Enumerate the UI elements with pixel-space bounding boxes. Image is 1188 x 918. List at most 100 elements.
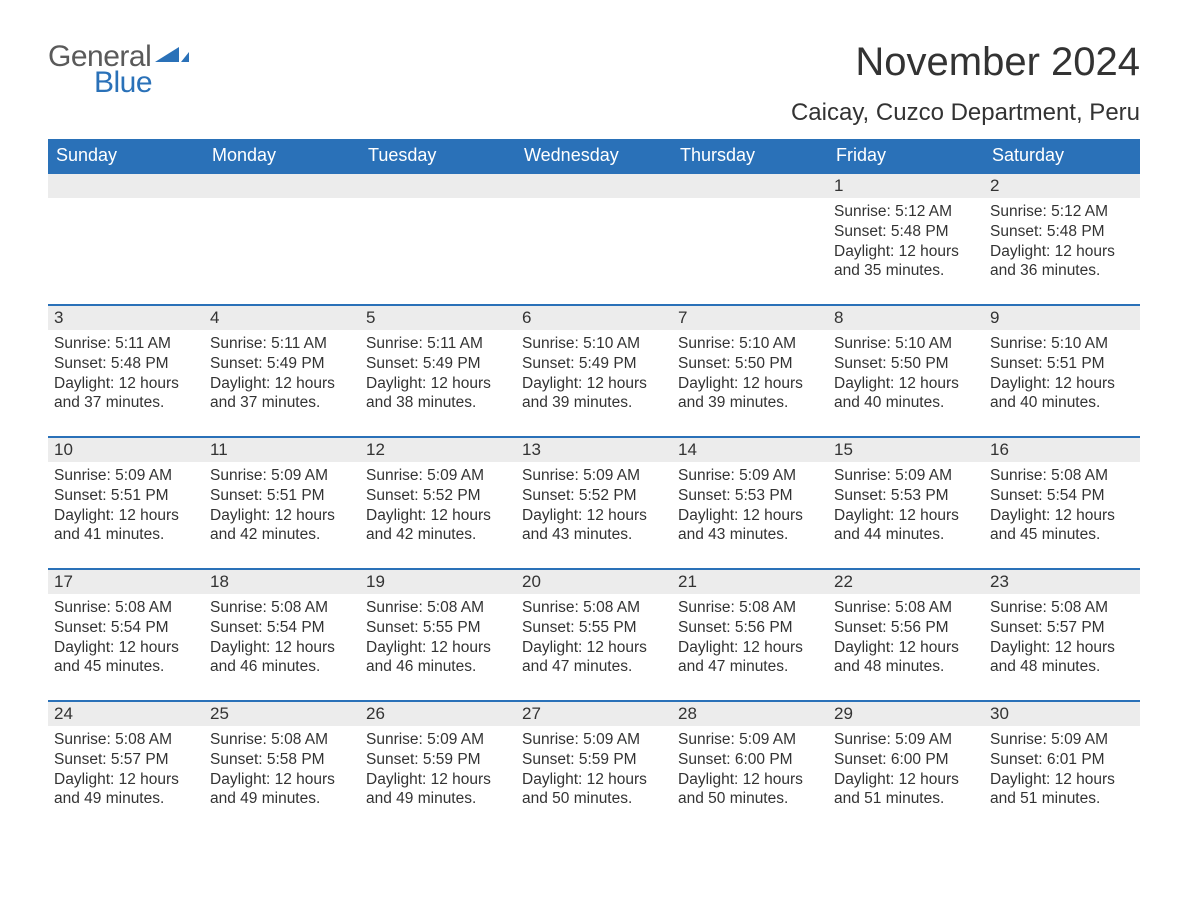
logo-flag-icon	[155, 44, 189, 71]
calendar-day-cell: 1Sunrise: 5:12 AMSunset: 5:48 PMDaylight…	[828, 173, 984, 305]
day-number: 12	[360, 438, 516, 462]
day-details: Sunrise: 5:10 AMSunset: 5:50 PMDaylight:…	[672, 330, 828, 419]
day-number: 23	[984, 570, 1140, 594]
calendar-body: 1Sunrise: 5:12 AMSunset: 5:48 PMDaylight…	[48, 173, 1140, 833]
location-subtitle: Caicay, Cuzco Department, Peru	[791, 99, 1140, 127]
calendar-day-cell: 11Sunrise: 5:09 AMSunset: 5:51 PMDayligh…	[204, 437, 360, 569]
day-details: Sunrise: 5:08 AMSunset: 5:58 PMDaylight:…	[204, 726, 360, 815]
day-details: Sunrise: 5:08 AMSunset: 5:54 PMDaylight:…	[204, 594, 360, 683]
calendar-table: SundayMondayTuesdayWednesdayThursdayFrid…	[48, 139, 1140, 833]
calendar-empty-cell	[672, 173, 828, 305]
calendar-week-row: 3Sunrise: 5:11 AMSunset: 5:48 PMDaylight…	[48, 305, 1140, 437]
day-number: 28	[672, 702, 828, 726]
weekday-header: Monday	[204, 139, 360, 173]
title-block: November 2024 Caicay, Cuzco Department, …	[791, 40, 1140, 127]
day-details: Sunrise: 5:10 AMSunset: 5:51 PMDaylight:…	[984, 330, 1140, 419]
weekday-header: Sunday	[48, 139, 204, 173]
day-details: Sunrise: 5:12 AMSunset: 5:48 PMDaylight:…	[984, 198, 1140, 287]
calendar-week-row: 1Sunrise: 5:12 AMSunset: 5:48 PMDaylight…	[48, 173, 1140, 305]
calendar-day-cell: 25Sunrise: 5:08 AMSunset: 5:58 PMDayligh…	[204, 701, 360, 833]
day-details: Sunrise: 5:11 AMSunset: 5:48 PMDaylight:…	[48, 330, 204, 419]
day-number: 11	[204, 438, 360, 462]
calendar-empty-cell	[48, 173, 204, 305]
day-number: 30	[984, 702, 1140, 726]
calendar-day-cell: 13Sunrise: 5:09 AMSunset: 5:52 PMDayligh…	[516, 437, 672, 569]
header: General Blue November 2024 Caicay, Cuzco…	[48, 40, 1140, 127]
day-number: 17	[48, 570, 204, 594]
day-details: Sunrise: 5:08 AMSunset: 5:54 PMDaylight:…	[48, 594, 204, 683]
day-number: 24	[48, 702, 204, 726]
weekday-header: Friday	[828, 139, 984, 173]
weekday-header: Thursday	[672, 139, 828, 173]
day-number: 10	[48, 438, 204, 462]
calendar-day-cell: 14Sunrise: 5:09 AMSunset: 5:53 PMDayligh…	[672, 437, 828, 569]
day-number: 1	[828, 174, 984, 198]
day-details: Sunrise: 5:10 AMSunset: 5:50 PMDaylight:…	[828, 330, 984, 419]
day-details: Sunrise: 5:09 AMSunset: 5:53 PMDaylight:…	[828, 462, 984, 551]
day-details: Sunrise: 5:10 AMSunset: 5:49 PMDaylight:…	[516, 330, 672, 419]
calendar-day-cell: 10Sunrise: 5:09 AMSunset: 5:51 PMDayligh…	[48, 437, 204, 569]
day-number: 4	[204, 306, 360, 330]
day-number: 27	[516, 702, 672, 726]
day-details: Sunrise: 5:09 AMSunset: 6:00 PMDaylight:…	[672, 726, 828, 815]
calendar-empty-cell	[516, 173, 672, 305]
calendar-week-row: 24Sunrise: 5:08 AMSunset: 5:57 PMDayligh…	[48, 701, 1140, 833]
calendar-empty-cell	[360, 173, 516, 305]
day-number: 5	[360, 306, 516, 330]
weekday-header-row: SundayMondayTuesdayWednesdayThursdayFrid…	[48, 139, 1140, 173]
calendar-day-cell: 20Sunrise: 5:08 AMSunset: 5:55 PMDayligh…	[516, 569, 672, 701]
calendar-day-cell: 7Sunrise: 5:10 AMSunset: 5:50 PMDaylight…	[672, 305, 828, 437]
day-details: Sunrise: 5:09 AMSunset: 6:01 PMDaylight:…	[984, 726, 1140, 815]
day-number: 22	[828, 570, 984, 594]
day-details: Sunrise: 5:09 AMSunset: 5:51 PMDaylight:…	[204, 462, 360, 551]
day-number: 9	[984, 306, 1140, 330]
day-number: 3	[48, 306, 204, 330]
calendar-week-row: 17Sunrise: 5:08 AMSunset: 5:54 PMDayligh…	[48, 569, 1140, 701]
day-number: 7	[672, 306, 828, 330]
calendar-day-cell: 17Sunrise: 5:08 AMSunset: 5:54 PMDayligh…	[48, 569, 204, 701]
day-details: Sunrise: 5:09 AMSunset: 5:52 PMDaylight:…	[360, 462, 516, 551]
day-details: Sunrise: 5:11 AMSunset: 5:49 PMDaylight:…	[204, 330, 360, 419]
day-number: 26	[360, 702, 516, 726]
day-number: 8	[828, 306, 984, 330]
month-title: November 2024	[791, 40, 1140, 85]
calendar-day-cell: 15Sunrise: 5:09 AMSunset: 5:53 PMDayligh…	[828, 437, 984, 569]
weekday-header: Saturday	[984, 139, 1140, 173]
calendar-day-cell: 18Sunrise: 5:08 AMSunset: 5:54 PMDayligh…	[204, 569, 360, 701]
day-number: 16	[984, 438, 1140, 462]
calendar-day-cell: 22Sunrise: 5:08 AMSunset: 5:56 PMDayligh…	[828, 569, 984, 701]
day-number: 21	[672, 570, 828, 594]
day-details: Sunrise: 5:09 AMSunset: 5:53 PMDaylight:…	[672, 462, 828, 551]
day-number: 19	[360, 570, 516, 594]
calendar-week-row: 10Sunrise: 5:09 AMSunset: 5:51 PMDayligh…	[48, 437, 1140, 569]
weekday-header: Wednesday	[516, 139, 672, 173]
day-details: Sunrise: 5:09 AMSunset: 5:52 PMDaylight:…	[516, 462, 672, 551]
day-details: Sunrise: 5:08 AMSunset: 5:55 PMDaylight:…	[516, 594, 672, 683]
logo: General Blue	[48, 40, 189, 100]
calendar-day-cell: 3Sunrise: 5:11 AMSunset: 5:48 PMDaylight…	[48, 305, 204, 437]
calendar-day-cell: 27Sunrise: 5:09 AMSunset: 5:59 PMDayligh…	[516, 701, 672, 833]
day-number: 14	[672, 438, 828, 462]
calendar-day-cell: 23Sunrise: 5:08 AMSunset: 5:57 PMDayligh…	[984, 569, 1140, 701]
day-number: 13	[516, 438, 672, 462]
day-details: Sunrise: 5:09 AMSunset: 5:59 PMDaylight:…	[516, 726, 672, 815]
day-details: Sunrise: 5:08 AMSunset: 5:54 PMDaylight:…	[984, 462, 1140, 551]
day-details: Sunrise: 5:08 AMSunset: 5:55 PMDaylight:…	[360, 594, 516, 683]
day-number: 2	[984, 174, 1140, 198]
day-details: Sunrise: 5:08 AMSunset: 5:57 PMDaylight:…	[984, 594, 1140, 683]
calendar-day-cell: 6Sunrise: 5:10 AMSunset: 5:49 PMDaylight…	[516, 305, 672, 437]
day-details: Sunrise: 5:09 AMSunset: 5:59 PMDaylight:…	[360, 726, 516, 815]
calendar-day-cell: 2Sunrise: 5:12 AMSunset: 5:48 PMDaylight…	[984, 173, 1140, 305]
day-number: 18	[204, 570, 360, 594]
calendar-day-cell: 4Sunrise: 5:11 AMSunset: 5:49 PMDaylight…	[204, 305, 360, 437]
day-details: Sunrise: 5:09 AMSunset: 6:00 PMDaylight:…	[828, 726, 984, 815]
day-number: 29	[828, 702, 984, 726]
day-number: 20	[516, 570, 672, 594]
day-details: Sunrise: 5:11 AMSunset: 5:49 PMDaylight:…	[360, 330, 516, 419]
calendar-day-cell: 29Sunrise: 5:09 AMSunset: 6:00 PMDayligh…	[828, 701, 984, 833]
day-number: 25	[204, 702, 360, 726]
calendar-day-cell: 5Sunrise: 5:11 AMSunset: 5:49 PMDaylight…	[360, 305, 516, 437]
calendar-day-cell: 9Sunrise: 5:10 AMSunset: 5:51 PMDaylight…	[984, 305, 1140, 437]
calendar-day-cell: 21Sunrise: 5:08 AMSunset: 5:56 PMDayligh…	[672, 569, 828, 701]
day-details: Sunrise: 5:12 AMSunset: 5:48 PMDaylight:…	[828, 198, 984, 287]
